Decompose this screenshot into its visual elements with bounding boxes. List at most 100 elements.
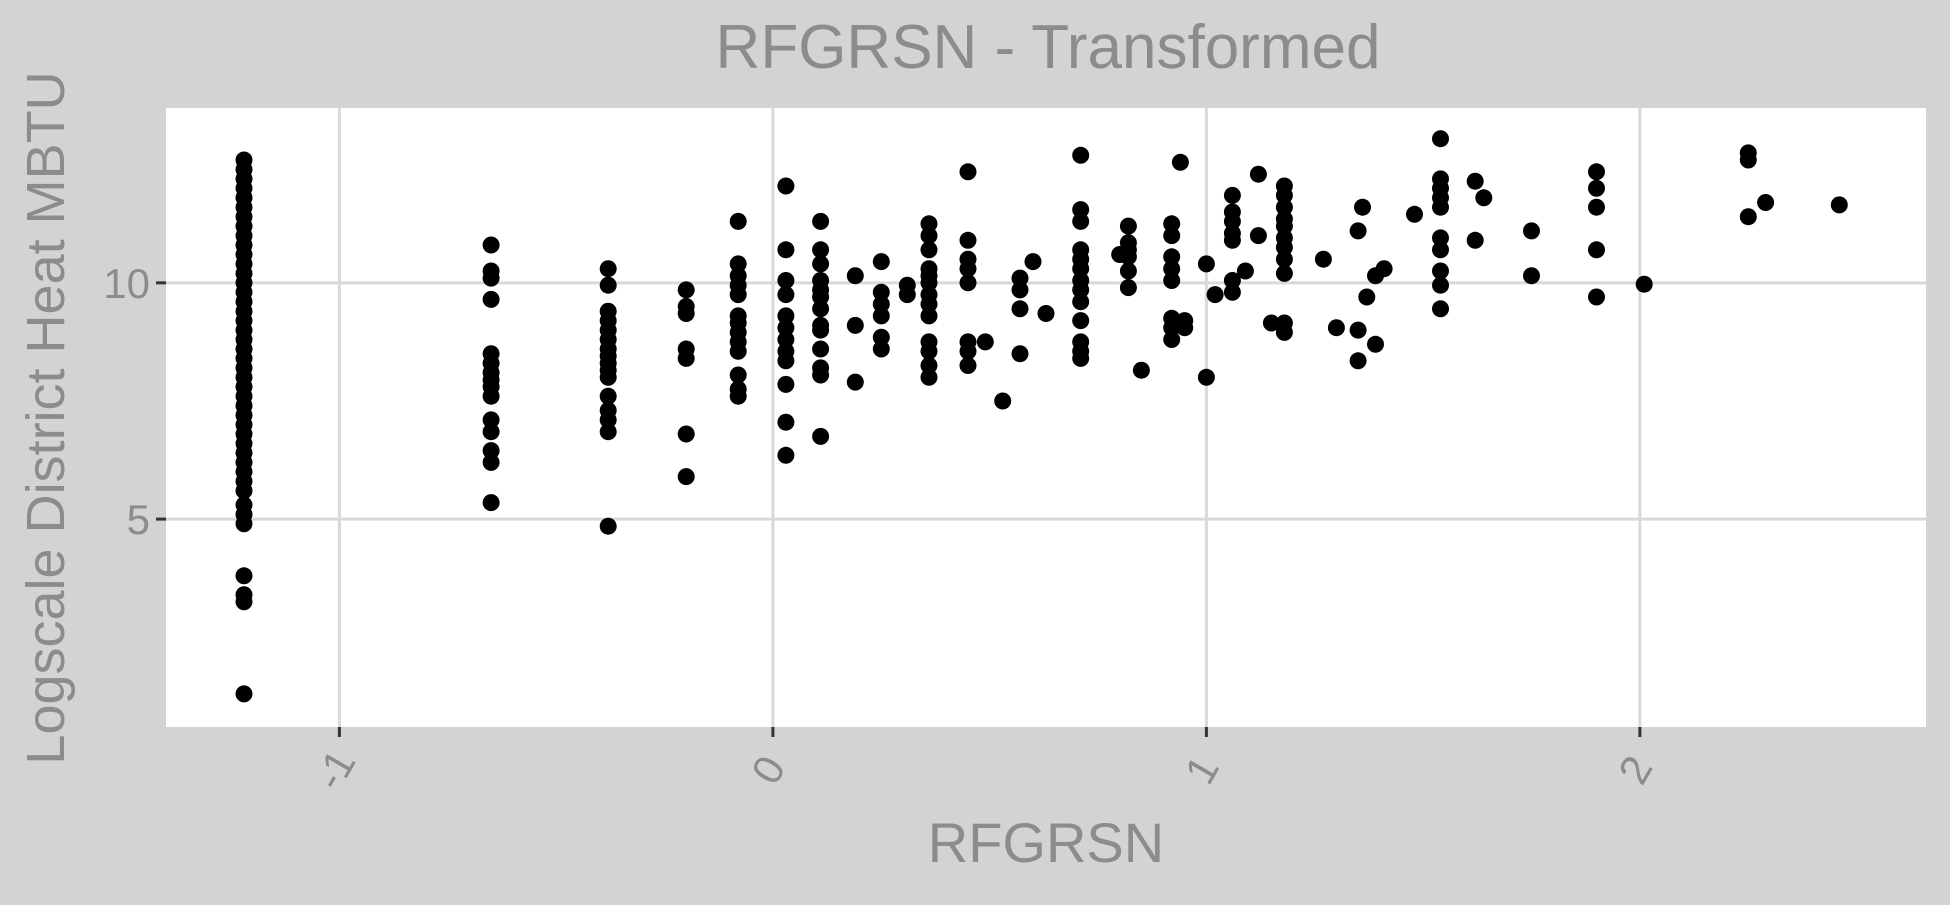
scatter-point [729, 342, 747, 360]
scatter-point [1249, 165, 1267, 183]
scatter-point [1011, 269, 1029, 287]
scatter-point [898, 286, 916, 304]
scatter-point [1635, 275, 1653, 293]
scatter-point [1163, 260, 1181, 278]
scatter-point [235, 515, 253, 533]
scatter-point [1739, 151, 1757, 169]
scatter-point [599, 411, 617, 429]
scatter-point [812, 212, 830, 230]
scatter-point [1367, 335, 1384, 353]
scatter-point [235, 593, 253, 611]
scatter-point [1375, 260, 1393, 278]
scatter-point [920, 307, 938, 325]
scatter-point [599, 276, 617, 294]
scatter-point [1275, 323, 1293, 341]
scatter-point [1354, 198, 1371, 216]
scatter-point [729, 286, 747, 304]
scatter-point [959, 163, 977, 181]
y-tick-label: 10 [103, 260, 150, 307]
scatter-point [482, 269, 500, 287]
scatter-point [920, 295, 938, 313]
scatter-point [1588, 179, 1605, 197]
scatter-point [872, 307, 890, 325]
scatter-point [1171, 153, 1189, 171]
scatter-point [599, 423, 617, 441]
scatter-point [1406, 205, 1423, 223]
scatter-point [1349, 321, 1367, 339]
scatter-point [1432, 300, 1449, 318]
scatter-point [482, 442, 500, 460]
scatter-point [1197, 255, 1215, 273]
scatter-point [1072, 349, 1090, 367]
scatter-point [1072, 212, 1090, 230]
scatter-point [777, 413, 795, 431]
scatter-point [846, 373, 864, 391]
data-points [235, 130, 1848, 703]
scatter-point [1163, 248, 1181, 266]
scatter-point [1119, 262, 1137, 280]
scatter-point [729, 255, 747, 273]
scatter-point [1327, 319, 1345, 337]
scatter-point [920, 215, 938, 233]
scatter-point [812, 288, 830, 306]
scatter-point [1011, 281, 1029, 299]
scatter-point [1349, 222, 1367, 240]
y-axis-label: Logscale District Heat MBTU [16, 71, 76, 764]
scatter-point [920, 241, 938, 259]
scatter-point [482, 290, 500, 308]
plot-panel [166, 108, 1926, 727]
scatter-point [1249, 227, 1267, 245]
scatter-point [872, 253, 890, 271]
scatter-point [1432, 276, 1449, 294]
scatter-point [1072, 260, 1090, 278]
scatter-point [235, 567, 253, 585]
scatter-point [482, 423, 500, 441]
scatter-point [1757, 194, 1775, 211]
scatter-point [994, 392, 1012, 410]
scatter-point [1119, 248, 1137, 266]
scatter-point [812, 321, 830, 339]
scatter-point [777, 286, 795, 304]
scatter-point [1072, 146, 1090, 164]
scatter-point [812, 427, 830, 445]
scatter-point [777, 375, 795, 393]
scatter-point [1523, 267, 1540, 285]
scatter-point [235, 685, 253, 703]
scatter-point [482, 453, 500, 471]
scatter-point [959, 342, 977, 360]
scatter-point [1024, 253, 1042, 271]
scatter-point [599, 368, 617, 386]
scatter-point [812, 241, 830, 259]
scatter-point [482, 387, 500, 405]
scatter-point [1432, 198, 1449, 216]
scatter-point [872, 295, 890, 313]
scatter-point [1432, 262, 1449, 280]
scatter-point [1119, 279, 1137, 297]
scatter-point [777, 307, 795, 325]
scatter-point [1432, 229, 1449, 247]
scatter-point [677, 425, 695, 443]
scatter-point [677, 305, 695, 322]
scatter-point [1072, 201, 1090, 219]
scatter-point [920, 368, 938, 386]
scatter-point [777, 319, 795, 337]
scatter-point [1475, 189, 1493, 207]
scatter-point [1275, 250, 1293, 268]
scatter-point [1037, 305, 1055, 322]
scatter-point [777, 241, 795, 259]
scatter-point [777, 352, 795, 370]
scatter-point [1223, 272, 1241, 289]
scatter-point [1132, 361, 1150, 379]
scatter-point [812, 366, 830, 384]
scatter-point [1223, 283, 1241, 301]
y-tick-label: 5 [127, 496, 150, 543]
scatter-point [1223, 186, 1241, 204]
scatter-point [1072, 312, 1090, 330]
grid-lines [166, 108, 1926, 727]
scatter-point [1223, 212, 1241, 230]
scatter-point [1275, 217, 1293, 235]
scatter-point [920, 274, 938, 292]
scatter-point [959, 231, 977, 249]
